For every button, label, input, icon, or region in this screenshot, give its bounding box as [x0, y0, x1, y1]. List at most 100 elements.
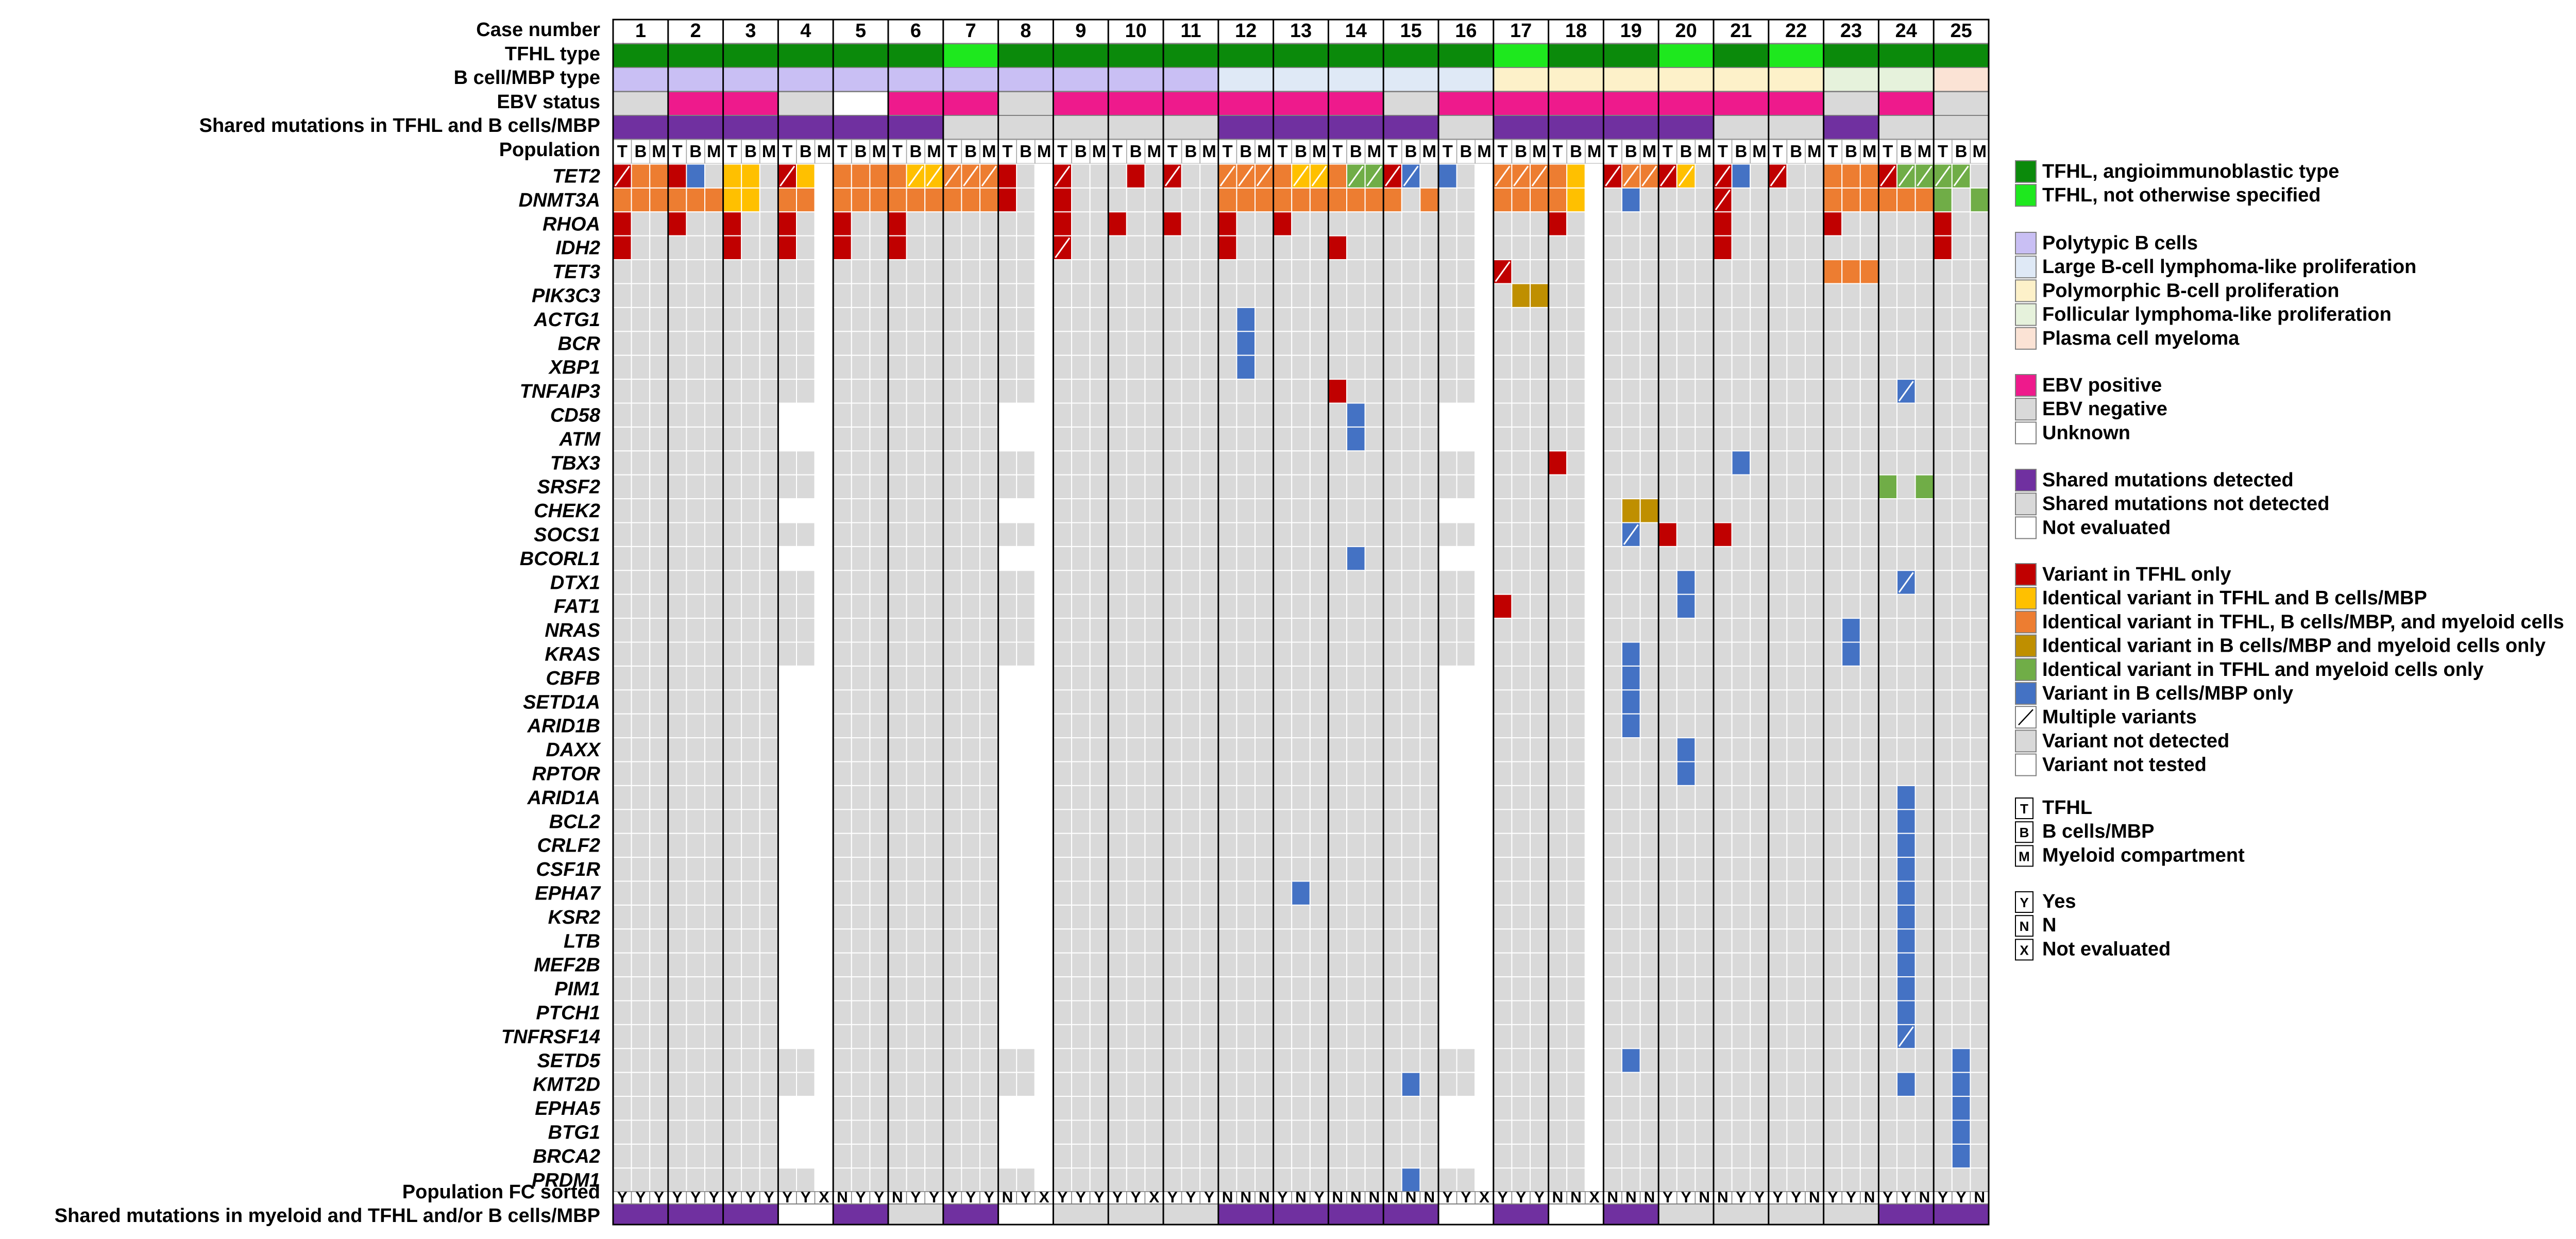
variant-cell — [1878, 235, 1897, 261]
variant-cell — [1273, 522, 1293, 547]
variant-cell — [1639, 1000, 1659, 1025]
shared-myeloid-cell — [997, 1203, 1054, 1225]
variant-cell — [1878, 641, 1897, 667]
variant-cell — [1255, 904, 1274, 930]
variant-cell — [1823, 713, 1843, 739]
variant-cell — [1236, 761, 1256, 786]
variant-cell — [1346, 522, 1366, 547]
variant-cell — [1694, 235, 1714, 261]
variant-cell — [1089, 522, 1109, 547]
variant-cell — [1199, 546, 1219, 571]
multiple-variants-mark — [926, 165, 942, 186]
variant-cell — [851, 833, 871, 858]
variant-cell — [906, 426, 926, 452]
variant-cell — [1951, 546, 1971, 571]
variant-cell — [1071, 235, 1091, 261]
population-label: B — [1130, 142, 1142, 161]
variant-cell — [1584, 163, 1604, 189]
variant-cell — [1163, 1072, 1182, 1097]
variant-cell — [1475, 785, 1494, 810]
variant-cell — [1713, 450, 1733, 476]
variant-cell — [1291, 211, 1311, 236]
variant-cell — [888, 1072, 907, 1097]
variant-cell — [1034, 618, 1054, 643]
variant-cell — [1438, 402, 1458, 428]
case-number-label: 17 — [1510, 20, 1532, 42]
variant-cell — [906, 1072, 926, 1097]
population-label: M — [707, 142, 721, 161]
tfhl-type-cell — [942, 43, 999, 69]
variant-cell — [1346, 211, 1366, 236]
variant-cell — [1217, 187, 1238, 213]
variant-cell — [869, 833, 889, 858]
variant-cell — [1346, 546, 1366, 571]
variant-cell — [1841, 593, 1861, 619]
variant-cell — [796, 235, 816, 261]
variant-cell — [814, 307, 834, 332]
variant-cell — [942, 546, 962, 571]
variant-cell — [1768, 1143, 1788, 1169]
case-number-label: 24 — [1895, 20, 1917, 42]
variant-cell — [1859, 1119, 1879, 1145]
variant-cell — [1859, 857, 1879, 882]
variant-cell — [1309, 785, 1329, 810]
variant-cell — [686, 1048, 706, 1073]
variant-cell — [1181, 1167, 1201, 1193]
variant-cell — [1621, 307, 1641, 332]
variant-cell — [1071, 379, 1091, 404]
variant-cell — [942, 904, 962, 930]
variant-cell — [1933, 354, 1953, 380]
variant-cell — [1291, 1167, 1311, 1193]
population-label: T — [1223, 142, 1233, 161]
variant-cell — [1548, 546, 1568, 571]
legend-yn-box — [2015, 939, 2033, 961]
variant-cell — [1859, 641, 1879, 667]
variant-cell — [1273, 976, 1293, 1002]
variant-cell — [1346, 1000, 1366, 1025]
variant-cell — [704, 450, 724, 476]
population-cell — [961, 139, 980, 164]
variant-cell — [1053, 546, 1073, 571]
variant-cell — [1034, 1000, 1054, 1025]
variant-cell — [667, 904, 687, 930]
variant-cell — [1694, 546, 1714, 571]
variant-cell — [869, 307, 889, 332]
tfhl-type-cell — [1438, 43, 1494, 69]
variant-cell — [667, 354, 687, 380]
variant-cell — [888, 426, 907, 452]
variant-cell — [1016, 785, 1036, 810]
variant-cell — [796, 283, 816, 308]
variant-cell — [1126, 402, 1146, 428]
variant-cell — [1346, 761, 1366, 786]
variant-cell — [796, 331, 816, 356]
variant-cell — [1053, 187, 1073, 213]
variant-cell — [1419, 235, 1439, 261]
variant-cell — [1859, 618, 1879, 643]
variant-cell — [667, 785, 687, 810]
variant-cell — [979, 689, 999, 715]
variant-cell — [1089, 187, 1109, 213]
variant-cell — [1676, 259, 1696, 284]
variant-cell — [906, 665, 926, 691]
variant-cell — [1786, 593, 1806, 619]
fc-sorted-label: X — [1149, 1189, 1159, 1206]
variant-cell — [1511, 450, 1531, 476]
variant-cell — [1584, 737, 1604, 762]
variant-cell — [1951, 426, 1971, 452]
variant-cell — [1768, 665, 1788, 691]
variant-cell — [1530, 331, 1549, 356]
population-label: B — [634, 142, 647, 161]
variant-cell — [1731, 1048, 1751, 1073]
variant-cell — [851, 235, 871, 261]
variant-cell — [1603, 283, 1622, 308]
variant-cell — [1951, 402, 1971, 428]
variant-cell — [759, 354, 779, 380]
variant-cell — [649, 857, 669, 882]
variant-cell — [1566, 857, 1586, 882]
gene-label: EPHA5 — [535, 1098, 601, 1119]
tfhl-type-cell — [1493, 43, 1549, 69]
variant-cell — [649, 379, 669, 404]
variant-cell — [1108, 1072, 1127, 1097]
variant-cell — [1328, 713, 1347, 739]
variant-cell — [1456, 665, 1476, 691]
